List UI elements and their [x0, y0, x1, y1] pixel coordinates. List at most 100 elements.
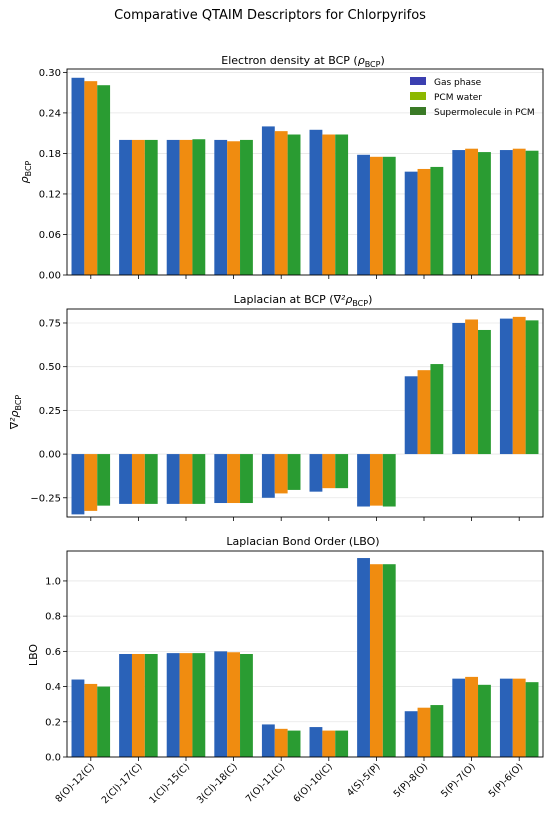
density-bar-super-5	[335, 134, 349, 275]
lbo-bar-pcm-3	[227, 652, 241, 757]
laplacian-bar-gas-6	[357, 454, 370, 507]
laplacian-bar-pcm-7	[417, 370, 431, 455]
laplacian-bar-gas-4	[261, 454, 275, 498]
laplacian-bar-super-6	[382, 454, 396, 507]
legend-label-gas: Gas phase	[434, 78, 482, 88]
lbo-bar-pcm-8	[465, 676, 479, 757]
density-bar-pcm-7	[417, 168, 431, 275]
density-bar-super-4	[287, 134, 301, 275]
lbo-bar-super-3	[240, 654, 253, 757]
laplacian-bar-pcm-9	[512, 316, 526, 455]
density-ytick-label: 0.18	[39, 149, 61, 160]
density-bar-gas-9	[499, 150, 513, 275]
density-bar-gas-0	[71, 77, 85, 275]
laplacian-bar-pcm-1	[131, 454, 145, 504]
density-bar-gas-3	[214, 139, 228, 275]
density-bar-pcm-4	[274, 131, 288, 275]
laplacian-bar-super-1	[144, 454, 158, 504]
laplacian-ytick-label: −0.25	[30, 493, 61, 504]
lbo-title: Laplacian Bond Order (LBO)	[226, 535, 379, 548]
lbo-bar-pcm-7	[417, 707, 431, 757]
lbo-bar-pcm-6	[369, 564, 383, 757]
density-bar-super-8	[478, 152, 491, 275]
lbo-ytick-label: 0.6	[45, 647, 61, 658]
laplacian-bar-gas-3	[214, 454, 228, 504]
density-bar-gas-8	[452, 150, 466, 275]
density-title: Electron density at BCP (ρBCP)	[221, 54, 385, 69]
density-bars	[71, 77, 539, 276]
lbo-bar-gas-9	[499, 678, 513, 757]
density-ytick-label: 0.30	[39, 68, 61, 79]
density-bar-pcm-2	[179, 139, 193, 275]
legend-swatch-super	[410, 107, 426, 115]
laplacian-bar-gas-1	[119, 454, 132, 504]
density-bar-super-0	[97, 85, 111, 276]
lbo-bar-pcm-0	[84, 683, 98, 757]
laplacian-bar-super-5	[335, 454, 349, 489]
laplacian-bar-pcm-8	[465, 319, 479, 455]
lbo-bar-gas-0	[71, 679, 85, 757]
legend-swatch-pcm	[410, 92, 426, 100]
density-bar-super-1	[144, 139, 158, 275]
density-bar-pcm-6	[369, 156, 383, 275]
lbo-bar-gas-5	[309, 727, 323, 757]
legend-label-pcm: PCM water	[434, 93, 482, 103]
density-axes-frame	[66, 68, 544, 276]
lbo-axes-frame	[66, 550, 544, 758]
laplacian-bar-pcm-2	[179, 454, 193, 504]
density-bar-pcm-5	[322, 134, 336, 275]
lbo-bar-pcm-9	[512, 678, 526, 757]
lbo-ytick-label: 0.4	[45, 682, 61, 693]
density-bar-pcm-0	[84, 81, 98, 275]
lbo-bar-gas-6	[357, 558, 370, 757]
legend-swatch-gas	[410, 77, 426, 85]
laplacian-bar-gas-2	[166, 454, 180, 504]
density-ytick-label: 0.00	[39, 271, 61, 282]
laplacian-bar-super-7	[430, 364, 444, 455]
laplacian-ytick-label: 0.50	[39, 362, 61, 373]
lbo-bar-super-8	[478, 684, 491, 757]
laplacian-bar-gas-5	[309, 454, 323, 492]
lbo-bar-gas-3	[214, 651, 228, 757]
density-ytick-label: 0.06	[39, 230, 61, 241]
density-bar-gas-4	[261, 126, 275, 275]
laplacian-bars	[71, 316, 539, 515]
laplacian-bar-super-3	[240, 454, 253, 504]
lbo-bar-super-9	[525, 682, 539, 757]
laplacian-ytick-label: 0.25	[39, 406, 61, 417]
density-ytick-label: 0.12	[39, 189, 61, 200]
laplacian-bar-gas-0	[71, 454, 85, 515]
density-bar-super-7	[430, 166, 444, 275]
laplacian-bar-gas-8	[452, 322, 466, 455]
lbo-bar-super-0	[97, 686, 111, 757]
lbo-bar-gas-2	[166, 653, 180, 757]
density-bar-pcm-8	[465, 148, 479, 275]
laplacian-ytick-label: 0.00	[39, 450, 61, 461]
laplacian-axes-frame	[66, 308, 544, 518]
lbo-bar-super-2	[192, 653, 206, 757]
lbo-bar-gas-8	[452, 678, 466, 757]
lbo-ytick-label: 1.0	[45, 576, 61, 587]
laplacian-bar-pcm-0	[84, 454, 98, 511]
lbo-bar-pcm-4	[274, 728, 288, 757]
lbo-bar-pcm-1	[131, 654, 145, 757]
laplacian-bar-gas-7	[404, 376, 418, 455]
laplacian-bar-super-9	[525, 320, 539, 455]
lbo-ytick-label: 0.0	[45, 753, 61, 764]
lbo-bars	[71, 558, 539, 757]
density-ytick-label: 0.24	[39, 108, 61, 119]
density-bar-gas-1	[119, 139, 132, 275]
lbo-bar-gas-7	[404, 711, 418, 757]
laplacian-bar-pcm-5	[322, 454, 336, 489]
lbo-bar-super-1	[144, 654, 158, 757]
lbo-bar-gas-1	[119, 654, 132, 757]
lbo-bar-gas-4	[261, 724, 275, 757]
lbo-bar-pcm-2	[179, 653, 193, 757]
laplacian-bar-gas-9	[499, 318, 513, 455]
lbo-bar-super-6	[382, 564, 396, 757]
laplacian-bar-super-4	[287, 454, 301, 490]
lbo-bar-super-4	[287, 730, 301, 757]
density-bar-super-9	[525, 150, 539, 275]
laplacian-ytick-label: 0.75	[39, 318, 61, 329]
